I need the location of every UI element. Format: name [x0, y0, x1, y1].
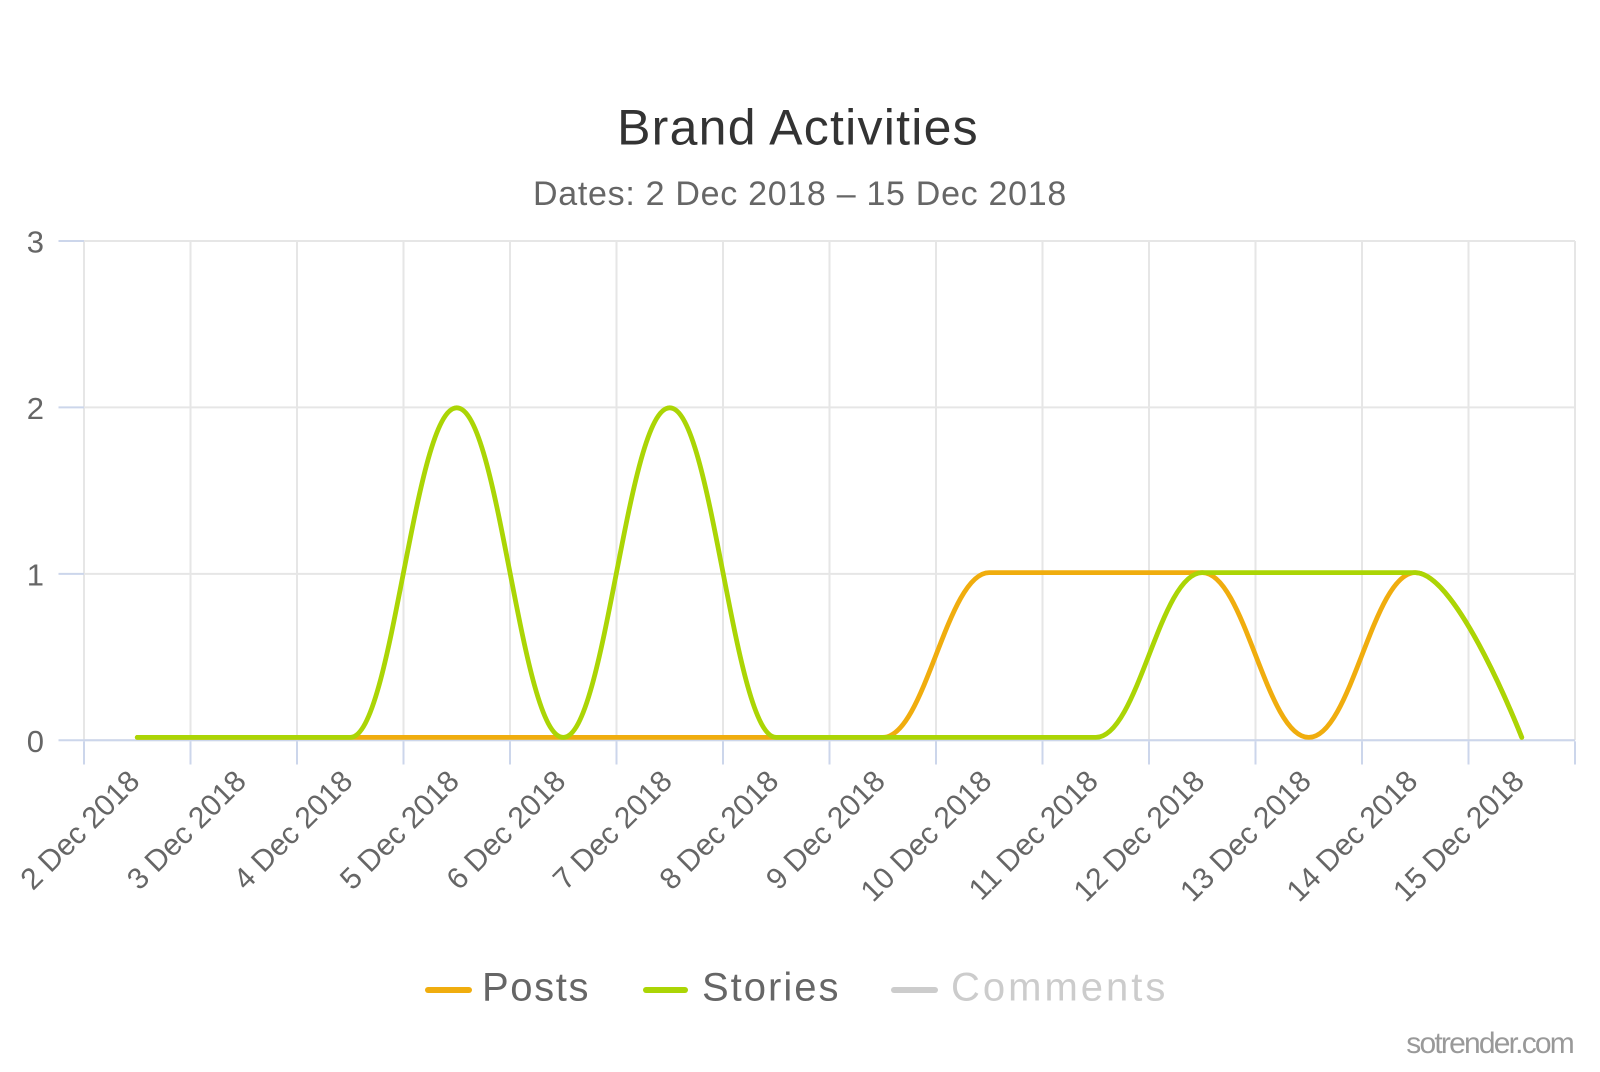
- svg-text:Stories: Stories: [702, 966, 841, 1010]
- svg-text:Dates: 2 Dec 2018 – 15 Dec 201: Dates: 2 Dec 2018 – 15 Dec 2018: [533, 175, 1067, 213]
- svg-text:Posts: Posts: [482, 966, 590, 1010]
- svg-text:Comments: Comments: [951, 966, 1168, 1010]
- svg-text:2: 2: [27, 391, 44, 426]
- svg-text:0: 0: [27, 724, 44, 759]
- svg-text:3: 3: [27, 225, 44, 260]
- svg-text:1: 1: [27, 557, 44, 592]
- svg-text:Brand Activities: Brand Activities: [617, 100, 979, 156]
- svg-text:sotrender.com: sotrender.com: [1406, 1027, 1574, 1060]
